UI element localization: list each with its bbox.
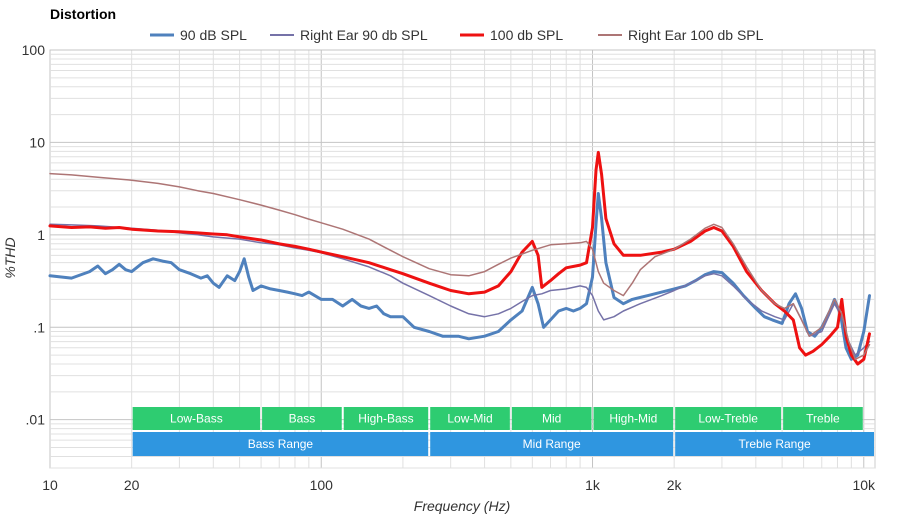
- band-box: [675, 432, 874, 456]
- plot-area: [49, 49, 876, 469]
- band-high-bass: High-Bass: [343, 407, 429, 430]
- legend[interactable]: 90 dB SPL Right Ear 90 db SPL 100 db SPL Ri…: [150, 27, 764, 43]
- band-label: Low-Treble: [698, 412, 758, 426]
- band-box: [430, 432, 674, 456]
- x-tick-label: 20: [124, 477, 140, 493]
- band-treble-range: Treble Range: [675, 432, 874, 456]
- band-mid-range: Mid Range: [430, 432, 674, 456]
- legend-label: Right Ear 90 db SPL: [300, 27, 428, 43]
- series-line-1: [48, 192, 871, 361]
- band-treble: Treble: [783, 407, 863, 430]
- band-low-mid: Low-Mid: [430, 407, 510, 430]
- grid: [49, 49, 876, 469]
- band-box: [675, 407, 782, 430]
- band-label: Treble: [806, 412, 840, 426]
- legend-item-4[interactable]: Right Ear 100 db SPL: [598, 27, 764, 43]
- band-box: [132, 432, 429, 456]
- series-line-3: [48, 150, 871, 366]
- legend-item-3[interactable]: 100 db SPL: [460, 27, 563, 43]
- legend-label: Right Ear 100 db SPL: [628, 27, 764, 43]
- band-box: [511, 407, 592, 430]
- band-box: [430, 407, 510, 430]
- band-box: [783, 407, 863, 430]
- band-mid: Mid: [511, 407, 592, 430]
- y-tick-label: 100: [22, 42, 46, 58]
- x-axis-title: Frequency (Hz): [414, 498, 510, 514]
- axis-ticks: 10 20 100 1k 2k 10k 100 10 1 .1 .01: [22, 42, 876, 493]
- frequency-bands: Low-Bass Bass High-Bass Low-Mid Mid High-Mid L…: [132, 407, 874, 456]
- band-label: Bass Range: [248, 437, 314, 451]
- x-tick-label: 2k: [667, 477, 683, 493]
- band-label: Mid: [542, 412, 561, 426]
- band-bass-range: Bass Range: [132, 432, 429, 456]
- x-tick-label: 10k: [852, 477, 876, 493]
- band-label: High-Bass: [358, 412, 413, 426]
- band-low-treble: Low-Treble: [675, 407, 782, 430]
- band-label: Treble Range: [738, 437, 811, 451]
- band-high-mid: High-Mid: [593, 407, 674, 430]
- band-box: [132, 407, 261, 430]
- band-label: Bass: [289, 412, 316, 426]
- y-tick-label: 1: [37, 227, 45, 243]
- y-axis-title: %THD: [2, 237, 18, 278]
- series-line-4: [49, 172, 871, 361]
- band-label: High-Mid: [609, 412, 657, 426]
- band-label: Low-Bass: [170, 412, 223, 426]
- legend-label: 100 db SPL: [490, 27, 563, 43]
- y-tick-label: .1: [33, 319, 45, 335]
- x-tick-label: 10: [42, 477, 58, 493]
- band-low-bass: Low-Bass: [132, 407, 261, 430]
- y-tick-label: .01: [26, 412, 46, 428]
- band-box: [343, 407, 429, 430]
- series-line-2: [49, 223, 871, 356]
- band-box: [593, 407, 674, 430]
- band-box: [262, 407, 342, 430]
- y-tick-label: 10: [29, 134, 45, 150]
- x-tick-label: 1k: [585, 477, 601, 493]
- legend-label: 90 dB SPL: [180, 27, 247, 43]
- band-bass: Bass: [262, 407, 342, 430]
- chart-title: Distortion: [50, 6, 116, 22]
- legend-item-1[interactable]: 90 dB SPL: [150, 27, 247, 43]
- legend-item-2[interactable]: Right Ear 90 db SPL: [270, 27, 428, 43]
- x-tick-label: 100: [310, 477, 334, 493]
- series-lines: [48, 150, 871, 366]
- band-label: Mid Range: [523, 437, 581, 451]
- band-label: Low-Mid: [447, 412, 492, 426]
